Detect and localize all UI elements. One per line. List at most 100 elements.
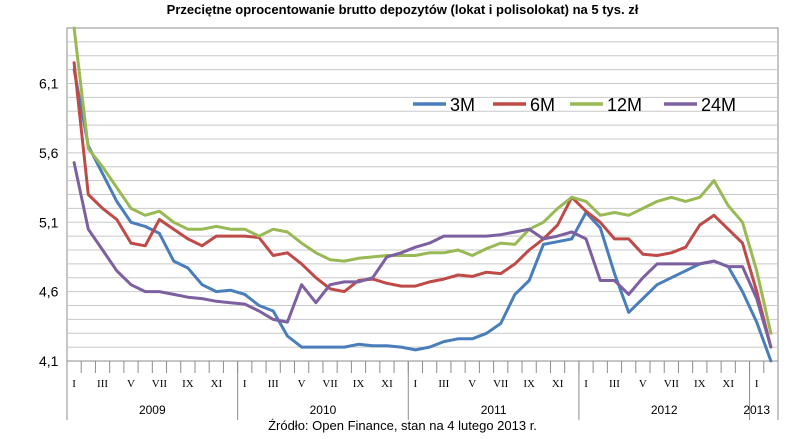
data-point-24m [428,241,431,245]
data-point-6m [385,282,389,285]
data-point-12m [670,196,673,199]
data-point-24m [215,300,218,303]
data-point-12m [499,241,502,245]
year-label: 2012 [651,403,678,417]
data-point-3m [115,200,118,203]
data-point-3m [755,320,758,324]
data-point-24m [343,280,346,284]
series-line-3m [72,68,773,363]
data-point-12m [101,165,104,168]
data-point-3m [513,293,517,296]
x-tick-label: I [243,378,247,390]
series-line-12m [72,26,773,335]
data-point-6m [599,221,602,224]
data-point-6m [101,207,104,210]
data-point-6m [513,262,517,266]
data-point-12m [414,254,417,257]
data-point-24m [741,265,744,268]
x-tick-label: VII [152,378,168,390]
x-tick-label: III [609,378,620,390]
y-tick-label: 5,1 [39,214,59,230]
data-point-24m [670,262,673,266]
data-point-3m [414,348,417,352]
year-label: 2011 [481,403,507,417]
data-point-12m [300,241,303,245]
data-point-24m [328,283,332,286]
data-point-24m [314,301,318,304]
data-point-3m [613,272,616,275]
x-tick-label: III [97,378,108,390]
data-point-3m [300,345,303,349]
data-point-12m [698,196,701,199]
data-point-3m [343,345,346,349]
data-point-12m [257,234,261,238]
data-point-3m [314,345,318,349]
data-point-6m [286,251,289,254]
data-point-12m [243,227,246,231]
x-tick-label: VII [493,378,509,390]
data-point-6m [641,252,645,256]
data-point-6m [129,241,133,245]
data-point-24m [243,302,246,306]
data-point-6m [300,262,303,266]
data-point-3m [243,293,246,296]
data-point-6m [314,276,318,279]
data-point-12m [755,269,758,273]
data-point-6m [428,280,431,284]
data-point-24m [655,262,659,266]
data-point-12m [357,257,360,260]
x-tick-label: III [268,378,279,390]
x-tick-label: I [72,378,76,390]
data-point-12m [655,200,659,203]
data-point-3m [129,221,133,224]
data-point-24m [499,233,502,236]
data-point-6m [215,234,218,238]
data-point-24m [144,290,147,293]
series-line-6m [72,61,773,349]
data-point-12m [542,221,545,224]
data-point-24m [72,161,76,164]
data-point-3m [200,283,204,286]
data-point-3m [428,345,431,349]
data-point-12m [72,26,76,30]
data-point-12m [741,221,744,224]
chart-title: Przeciętne oprocentowanie brutto depozyt… [166,2,639,17]
data-point-24m [300,283,303,286]
year-label: 2013 [743,403,770,417]
data-point-3m [257,304,261,307]
x-tick-label: XI [552,378,564,390]
data-point-24m [627,293,630,296]
legend-label-3m: 3M [450,95,475,115]
data-point-24m [698,262,701,266]
data-point-3m [371,344,374,347]
data-point-3m [215,290,218,293]
data-point-12m [428,251,431,254]
data-point-24m [513,230,517,234]
data-point-6m [556,223,559,227]
data-point-3m [769,359,773,363]
data-point-24m [257,309,261,313]
data-point-12m [712,179,716,182]
data-point-12m [613,211,616,214]
data-point-24m [542,237,545,241]
data-point-3m [144,225,147,228]
data-point-6m [456,273,460,277]
data-point-12m [158,209,161,213]
data-point-12m [115,186,118,189]
source-note: Źródło: Open Finance, stan na 4 lutego 2… [268,418,537,433]
data-point-6m [158,218,161,221]
data-point-12m [684,200,687,203]
data-point-12m [471,254,474,257]
data-point-12m [442,251,446,254]
data-point-6m [115,218,118,221]
grid-lines [67,41,778,348]
data-point-6m [655,254,659,257]
data-point-6m [712,214,716,217]
data-point-12m [200,227,204,231]
x-tick-label: III [438,378,449,390]
data-point-6m [485,271,488,274]
data-point-3m [527,279,531,282]
y-tick-label: 4,6 [39,284,59,300]
data-point-12m [627,214,630,217]
data-point-12m [599,214,602,217]
